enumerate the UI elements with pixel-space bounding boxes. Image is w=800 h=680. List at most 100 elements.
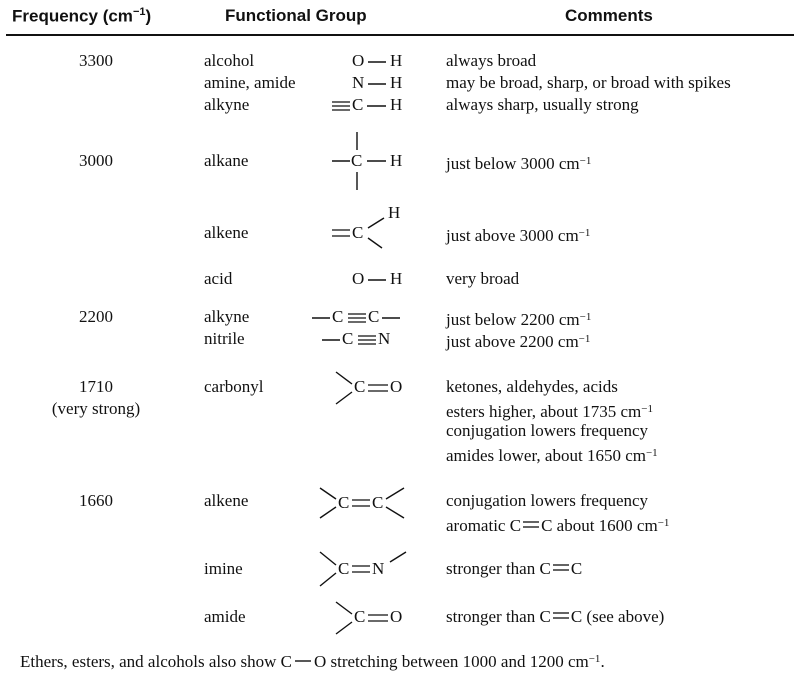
structure-bond bbox=[368, 279, 386, 281]
comment-sup: −1 bbox=[645, 447, 658, 459]
comment-sup: −1 bbox=[657, 517, 670, 529]
footnote-end: . bbox=[600, 652, 605, 671]
comment-nitrile-text: just above 2200 cm bbox=[446, 332, 579, 351]
header-frequency-sup: −1 bbox=[132, 6, 146, 18]
footnote-sup: −1 bbox=[588, 653, 601, 665]
structure-atom: C bbox=[352, 95, 364, 114]
structure-carbonyl-1: C O bbox=[330, 366, 420, 410]
comment-alkene-1: just above 3000 cm−1 bbox=[446, 222, 590, 247]
structure-atom: C bbox=[338, 493, 350, 512]
comment-carbonyl-4: amides lower, about 1650 cm−1 bbox=[446, 442, 658, 467]
group-alkyne-2: alkyne bbox=[204, 307, 250, 326]
structure-atom: H bbox=[390, 51, 403, 70]
freq-1710-note: (very strong) bbox=[51, 399, 141, 418]
double-bond-glyph bbox=[521, 521, 541, 531]
structure-atom: C bbox=[368, 307, 380, 326]
footnote: Ethers, esters, and alcohols also show C… bbox=[20, 652, 605, 672]
freq-1710: 1710 bbox=[79, 377, 113, 396]
structure-alkene-ch: C H bbox=[328, 200, 420, 252]
comment-amide: stronger than C C (see above) bbox=[446, 606, 664, 628]
comment-nitrile: just above 2200 cm−1 bbox=[446, 328, 590, 353]
structure-atom: H bbox=[390, 151, 403, 170]
comment-sup: −1 bbox=[641, 403, 653, 415]
header-rule bbox=[6, 34, 794, 36]
structure-atom: C bbox=[352, 223, 364, 242]
structure-alkyne-cc: C C C N bbox=[310, 306, 420, 350]
comment-carbonyl-1: ketones, aldehydes, acids bbox=[446, 377, 618, 396]
structure-atom: H bbox=[388, 203, 401, 222]
structure-bond bbox=[319, 487, 405, 519]
group-amine-amide: amine, amide bbox=[204, 73, 296, 92]
structure-oh-2: O H bbox=[350, 268, 420, 290]
structure-bond bbox=[335, 601, 388, 635]
group-alkene-2: alkene bbox=[204, 491, 249, 510]
footnote-b: O stretching between 1000 and 1200 cm bbox=[313, 652, 589, 671]
structure-atom: N bbox=[372, 559, 385, 578]
footnote-a: Ethers, esters, and alcohols also show C bbox=[20, 652, 292, 671]
comment-imine: stronger than C C bbox=[446, 558, 582, 580]
header-frequency-text: Frequency (cm bbox=[12, 6, 133, 26]
structure-atom: O bbox=[390, 377, 403, 396]
comment-sup: −1 bbox=[579, 155, 592, 167]
comment-carbonyl-3: conjugation lowers frequency bbox=[446, 421, 649, 440]
comment-amide-b: C (see above) bbox=[570, 607, 665, 626]
comment-alkane: just below 3000 cm−1 bbox=[446, 150, 591, 175]
single-bond-glyph bbox=[292, 657, 314, 667]
structure-bond bbox=[368, 83, 386, 85]
comment-alkyne-1: always sharp, usually strong bbox=[446, 95, 639, 114]
freq-3000: 3000 bbox=[79, 151, 113, 170]
double-bond-glyph bbox=[551, 564, 571, 574]
comment-amine: may be broad, sharp, or broad with spike… bbox=[446, 73, 731, 92]
comment-carbonyl-2-text: esters higher, about 1735 cm bbox=[446, 402, 642, 421]
comment-acid: very broad bbox=[446, 269, 520, 288]
structure-atom: C bbox=[338, 559, 350, 578]
group-alkene-1: alkene bbox=[204, 223, 249, 242]
group-acid: acid bbox=[204, 269, 233, 288]
comment-alkene-2-2: aromatic C C about 1600 cm−1 bbox=[446, 512, 669, 537]
structure-imine: C N bbox=[314, 548, 420, 592]
comment-alkene-2-1: conjugation lowers frequency bbox=[446, 491, 649, 510]
structure-bond bbox=[332, 132, 386, 190]
structure-atom: H bbox=[390, 73, 403, 92]
freq-2200: 2200 bbox=[79, 307, 113, 326]
header-frequency: Frequency (cm−1) bbox=[12, 6, 151, 27]
structure-atom: H bbox=[390, 95, 403, 114]
freq-1660: 1660 bbox=[79, 491, 113, 510]
freq-3300: 3300 bbox=[79, 51, 113, 70]
group-carbonyl: carbonyl bbox=[204, 377, 264, 396]
structure-atom: C bbox=[354, 607, 366, 626]
structure-alkyne-ch: C H bbox=[330, 94, 420, 116]
comment-alkene-text: just above 3000 cm bbox=[446, 226, 579, 245]
comment-amide-a: stronger than C bbox=[446, 607, 551, 626]
structure-alkene-cc: C C bbox=[314, 482, 420, 526]
group-nitrile: nitrile bbox=[204, 329, 245, 348]
double-bond-glyph bbox=[551, 612, 571, 622]
structure-atom: H bbox=[390, 269, 403, 288]
structure-atom: O bbox=[390, 607, 403, 626]
group-alkane: alkane bbox=[204, 151, 249, 170]
comment-alkyne-2: just below 2200 cm−1 bbox=[446, 306, 591, 331]
structure-atom: O bbox=[352, 269, 365, 288]
structure-carbonyl-2: C O bbox=[330, 596, 420, 640]
comment-alkyne-2-text: just below 2200 cm bbox=[446, 310, 580, 329]
comment-imine-b: C bbox=[570, 559, 583, 578]
comment-aromatic-b: C about 1600 cm bbox=[541, 516, 658, 535]
header-functional-group: Functional Group bbox=[225, 6, 367, 25]
structure-bond bbox=[332, 101, 386, 111]
structure-alkane: C H bbox=[328, 128, 420, 194]
comment-sup: −1 bbox=[578, 333, 591, 345]
comment-imine-a: stronger than C bbox=[446, 559, 551, 578]
header-comments: Comments bbox=[565, 6, 653, 25]
structure-oh-1: O H N H bbox=[350, 50, 420, 116]
structure-bond bbox=[335, 371, 388, 405]
structure-atom: N bbox=[378, 329, 391, 348]
structure-atom: C bbox=[372, 493, 384, 512]
group-alkyne-1: alkyne bbox=[204, 95, 250, 114]
comment-sup: −1 bbox=[579, 311, 592, 323]
structure-bond bbox=[312, 313, 400, 345]
comment-carbonyl-2: esters higher, about 1735 cm−1 bbox=[446, 398, 653, 423]
structure-atom: O bbox=[352, 51, 365, 70]
structure-atom: C bbox=[332, 307, 344, 326]
structure-atom: C bbox=[354, 377, 366, 396]
structure-atom: N bbox=[352, 73, 365, 92]
